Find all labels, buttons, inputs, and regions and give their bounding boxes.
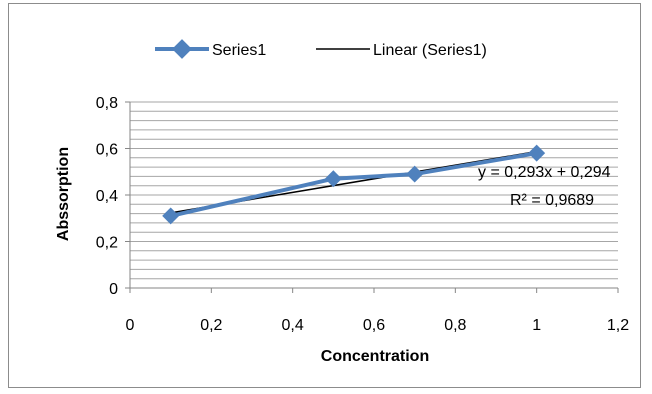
x-axis-title: Concentration xyxy=(321,348,429,365)
gridlines xyxy=(130,101,618,280)
x-tick-label: 0,2 xyxy=(200,317,222,334)
series1 xyxy=(162,144,546,225)
data-point xyxy=(528,144,546,162)
x-tick-label: 0,6 xyxy=(363,317,385,334)
x-tick-label: 0,8 xyxy=(444,317,466,334)
x-tick-label: 0 xyxy=(126,317,135,334)
trendline-r2: R² = 0,9689 xyxy=(510,192,594,209)
y-axis-title: Abssorption xyxy=(55,147,72,241)
series-line xyxy=(170,151,538,218)
y-tick-label: 0,4 xyxy=(96,188,118,205)
x-tick-label: 1 xyxy=(532,317,541,334)
legend-trendline-label: Linear (Series1) xyxy=(373,42,487,59)
data-point xyxy=(324,170,342,188)
data-point xyxy=(162,207,180,225)
legend: Series1 Linear (Series1) xyxy=(155,39,487,59)
y-tick-label: 0,8 xyxy=(96,95,118,112)
x-tick-labels: 0 0,2 0,4 0,6 0,8 1 1,2 xyxy=(126,288,629,334)
trendline-equation: y = 0,293x + 0,294 xyxy=(478,164,611,181)
y-tick-label: 0 xyxy=(109,281,118,298)
y-tick-labels: 0 0,2 0,4 0,6 0,8 xyxy=(96,95,130,298)
y-tick-label: 0,6 xyxy=(96,142,118,159)
legend-series1-label: Series1 xyxy=(212,42,266,59)
x-tick-label: 1,2 xyxy=(607,317,629,334)
y-tick-label: 0,2 xyxy=(96,235,118,252)
data-point xyxy=(406,165,424,183)
legend-series1-marker xyxy=(172,39,192,59)
x-tick-label: 0,4 xyxy=(282,317,304,334)
